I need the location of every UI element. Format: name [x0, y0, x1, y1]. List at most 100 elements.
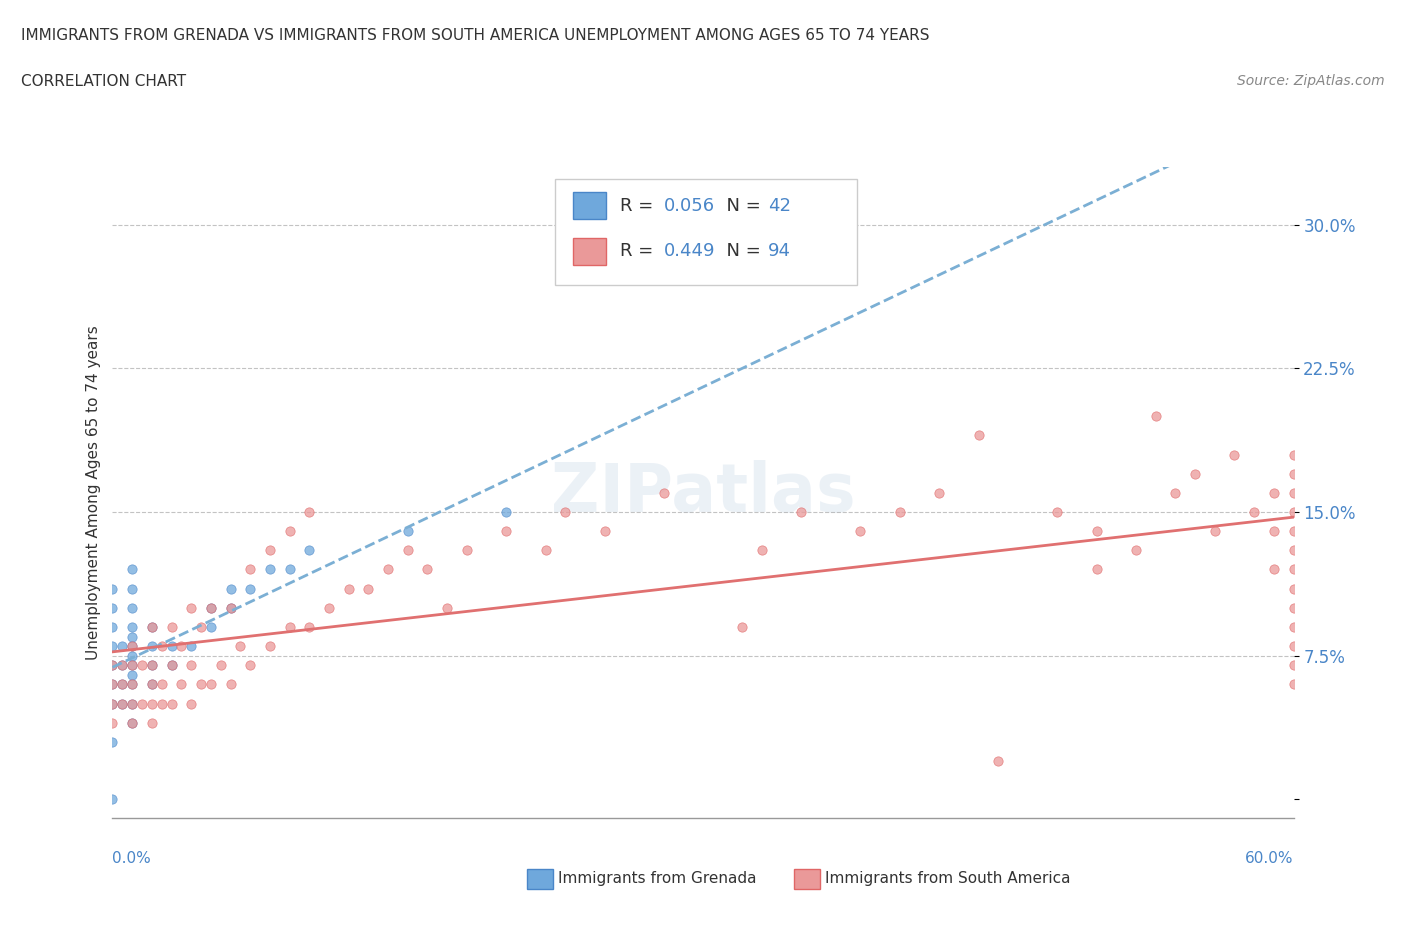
Text: Immigrants from Grenada: Immigrants from Grenada	[558, 871, 756, 886]
Point	[1085, 562, 1108, 577]
Point	[1282, 562, 1305, 577]
Point	[239, 581, 262, 596]
Point	[298, 543, 321, 558]
Point	[111, 658, 134, 672]
Point	[121, 562, 143, 577]
Point	[1263, 524, 1285, 538]
Point	[928, 485, 950, 500]
Point	[121, 639, 143, 654]
Point	[219, 677, 242, 692]
Point	[141, 677, 163, 692]
Point	[121, 581, 143, 596]
Point	[170, 639, 193, 654]
Point	[1243, 505, 1265, 520]
Point	[150, 696, 173, 711]
Point	[101, 658, 124, 672]
Point	[111, 639, 134, 654]
Point	[1164, 485, 1187, 500]
Point	[160, 658, 183, 672]
Point	[121, 668, 143, 683]
Point	[180, 696, 202, 711]
Point	[692, 256, 714, 271]
Point	[121, 629, 143, 644]
Point	[219, 581, 242, 596]
Point	[1282, 447, 1305, 462]
Text: N =: N =	[714, 197, 766, 215]
Text: Immigrants from South America: Immigrants from South America	[825, 871, 1071, 886]
Point	[1282, 677, 1305, 692]
Point	[121, 648, 143, 663]
Point	[1204, 524, 1226, 538]
Point	[141, 696, 163, 711]
Point	[1282, 639, 1305, 654]
Point	[1223, 447, 1246, 462]
Point	[150, 677, 173, 692]
Point	[200, 601, 222, 616]
FancyBboxPatch shape	[574, 238, 606, 265]
Point	[1282, 505, 1305, 520]
Point	[1282, 524, 1305, 538]
Point	[1282, 581, 1305, 596]
Point	[141, 715, 163, 730]
Point	[121, 696, 143, 711]
Point	[1282, 601, 1305, 616]
Point	[101, 696, 124, 711]
Point	[751, 543, 773, 558]
Point	[1282, 485, 1305, 500]
Point	[278, 524, 301, 538]
Point	[436, 601, 458, 616]
Point	[298, 505, 321, 520]
FancyBboxPatch shape	[574, 193, 606, 219]
Point	[377, 562, 399, 577]
Point	[160, 619, 183, 634]
Point	[416, 562, 439, 577]
Point	[1046, 505, 1069, 520]
Text: R =: R =	[620, 243, 659, 260]
Point	[495, 524, 517, 538]
Text: IMMIGRANTS FROM GRENADA VS IMMIGRANTS FROM SOUTH AMERICA UNEMPLOYMENT AMONG AGES: IMMIGRANTS FROM GRENADA VS IMMIGRANTS FR…	[21, 28, 929, 43]
Point	[111, 677, 134, 692]
Point	[101, 601, 124, 616]
Point	[298, 619, 321, 634]
Point	[200, 677, 222, 692]
Point	[101, 658, 124, 672]
Point	[141, 619, 163, 634]
Point	[889, 505, 911, 520]
Point	[239, 658, 262, 672]
Point	[111, 677, 134, 692]
FancyBboxPatch shape	[794, 869, 820, 889]
Point	[180, 658, 202, 672]
Point	[849, 524, 872, 538]
Point	[790, 505, 813, 520]
Point	[278, 619, 301, 634]
Text: 0.056: 0.056	[664, 197, 716, 215]
Text: 0.0%: 0.0%	[112, 851, 152, 866]
Point	[121, 601, 143, 616]
Point	[209, 658, 232, 672]
Point	[101, 715, 124, 730]
Point	[229, 639, 252, 654]
Point	[219, 601, 242, 616]
Point	[101, 581, 124, 596]
Point	[121, 619, 143, 634]
Point	[160, 639, 183, 654]
Point	[593, 524, 616, 538]
Point	[121, 715, 143, 730]
Point	[141, 658, 163, 672]
Point	[554, 505, 576, 520]
Point	[318, 601, 340, 616]
Point	[1263, 562, 1285, 577]
Text: 0.449: 0.449	[664, 243, 716, 260]
Point	[534, 543, 557, 558]
Point	[121, 658, 143, 672]
Point	[1263, 485, 1285, 500]
Text: 42: 42	[768, 197, 792, 215]
Text: Source: ZipAtlas.com: Source: ZipAtlas.com	[1237, 74, 1385, 88]
Point	[987, 753, 1010, 768]
Point	[259, 562, 281, 577]
Point	[180, 639, 202, 654]
Point	[141, 658, 163, 672]
Point	[396, 543, 419, 558]
Point	[495, 505, 517, 520]
Point	[141, 677, 163, 692]
